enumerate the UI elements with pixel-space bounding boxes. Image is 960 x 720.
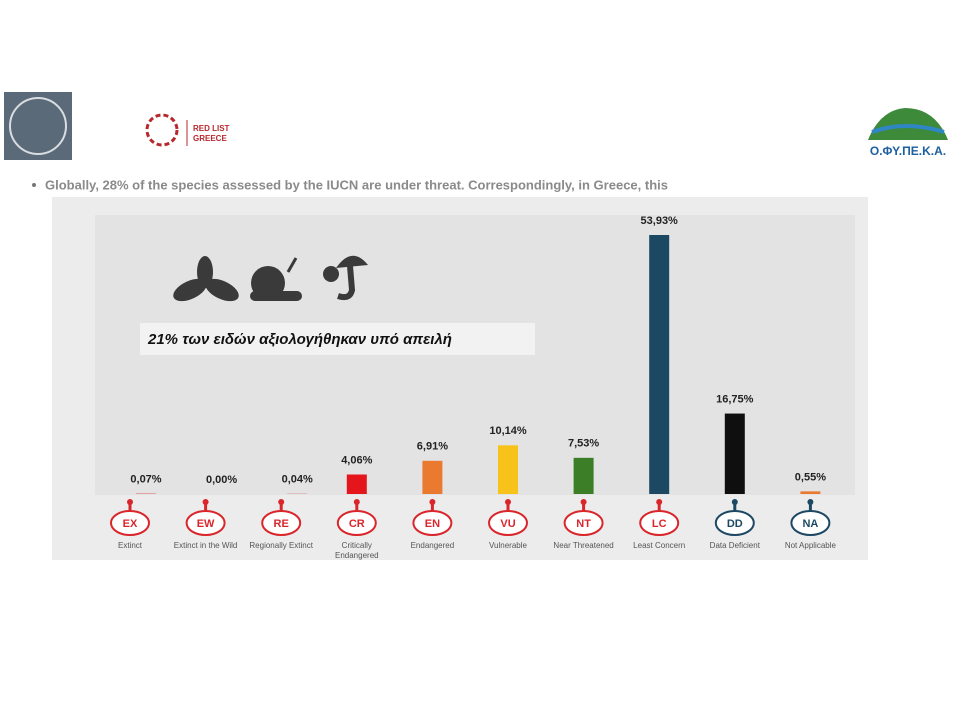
- value-label: 6,91%: [417, 441, 448, 453]
- value-label: 53,93%: [641, 215, 679, 227]
- category-code: DD: [727, 518, 743, 530]
- code-badge: [563, 510, 604, 536]
- category-name: Not Applicable: [784, 541, 836, 550]
- code-badge: [639, 510, 680, 536]
- category-code: EX: [123, 518, 138, 530]
- university-logo: [4, 92, 72, 160]
- code-dot: [127, 499, 133, 505]
- code-badge: [261, 510, 302, 536]
- bar: [498, 445, 518, 494]
- category-code: RE: [274, 518, 289, 530]
- code-dot: [807, 499, 814, 505]
- code-badge: [110, 510, 150, 536]
- ofypeka-logo: [868, 108, 948, 140]
- code-badge: [790, 510, 831, 536]
- category-name: Extinct in the Wild: [173, 541, 238, 550]
- code-dot: [353, 499, 360, 505]
- category-code: NT: [576, 518, 591, 530]
- value-label: 7,53%: [568, 438, 599, 450]
- bullet-text: Globally, 28% of the species assessed by…: [45, 177, 668, 192]
- bar: [573, 457, 594, 494]
- code-badge: [185, 510, 226, 536]
- annotation-box: [140, 323, 535, 355]
- category-name: Data Deficient: [709, 541, 760, 550]
- redlist-logo: [145, 113, 179, 147]
- logo-subtext: GREECE: [193, 134, 227, 143]
- category-name: Regionally Extinct: [249, 541, 313, 550]
- code-badge: [714, 510, 755, 536]
- bar: [724, 413, 745, 494]
- logo-text: RED LIST: [193, 124, 230, 133]
- category-name: Least Concern: [633, 541, 686, 550]
- code-badge: [488, 510, 528, 536]
- code-badge: [336, 510, 377, 536]
- code-dot: [429, 499, 436, 505]
- category-name: Near Threatened: [553, 541, 614, 550]
- code-dot: [202, 499, 209, 505]
- category-code: CR: [349, 518, 365, 530]
- bar: [800, 491, 821, 494]
- bar: [422, 460, 443, 494]
- value-label: 0,04%: [282, 474, 313, 486]
- category-code: NA: [802, 518, 818, 530]
- category-code: LC: [652, 518, 667, 530]
- category-name: Extinct: [117, 541, 142, 550]
- value-label: 16,75%: [716, 393, 754, 405]
- code-dot: [731, 499, 738, 505]
- code-badge: [412, 510, 453, 536]
- code-dot: [580, 499, 587, 505]
- category-name: Vulnerable: [489, 541, 527, 550]
- bar: [346, 474, 367, 494]
- annotation: 21% των ειδών αξιολογήθηκαν υπό απειλή: [147, 331, 452, 348]
- category-name: Critically Endangered: [335, 541, 379, 560]
- category-code: EW: [197, 518, 215, 530]
- bar: [649, 235, 670, 494]
- species-icons: [173, 255, 368, 302]
- bullet-dot: [32, 183, 36, 187]
- category-code: EN: [425, 518, 440, 530]
- value-label: 4,06%: [341, 454, 372, 466]
- category-name: Endangered: [410, 541, 455, 550]
- code-dot: [278, 499, 285, 505]
- value-label: 0,55%: [795, 471, 826, 483]
- code-dot: [656, 499, 663, 505]
- value-label: 0,07%: [130, 474, 161, 486]
- logo-text: Ο.ΦΥ.ΠΕ.Κ.Α.: [870, 144, 946, 158]
- category-code: VU: [500, 518, 515, 530]
- code-dot: [505, 499, 511, 505]
- value-label: 0,00%: [206, 474, 237, 486]
- logo-wave: [871, 124, 945, 134]
- value-label: 10,14%: [489, 425, 527, 437]
- logo-ring: [9, 97, 67, 155]
